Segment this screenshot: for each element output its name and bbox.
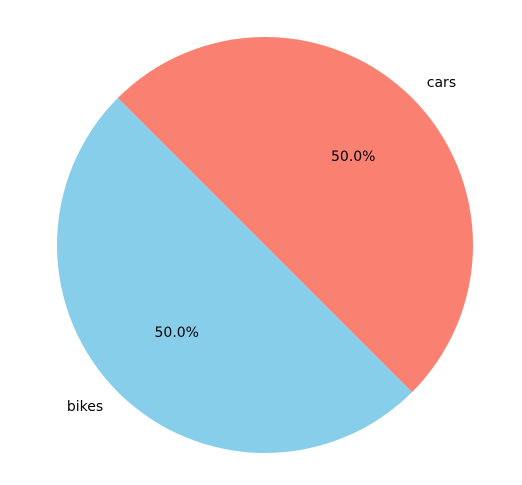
- slice-label-cars: cars: [427, 75, 456, 91]
- pie-slice-bikes: [57, 97, 413, 454]
- percent-label-cars: 50.0%: [331, 149, 375, 165]
- pie-slice-cars: [117, 37, 474, 393]
- slice-label-bikes: bikes: [67, 399, 103, 415]
- pie-labels: bikes 50.0% cars 50.0%: [67, 75, 456, 415]
- pie-slices: [57, 37, 474, 454]
- percent-label-bikes: 50.0%: [155, 325, 199, 341]
